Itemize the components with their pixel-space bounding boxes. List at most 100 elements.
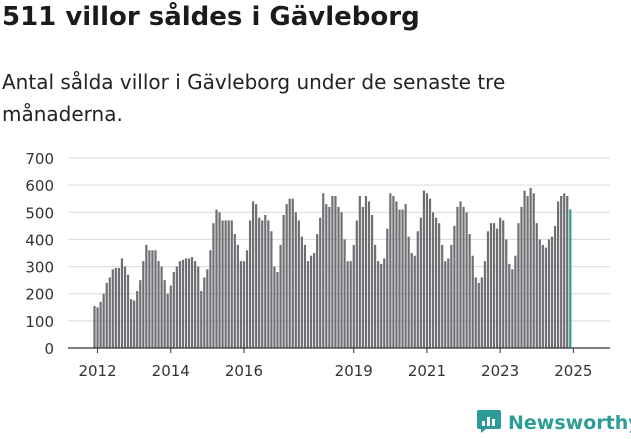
bar (294, 212, 297, 348)
bar (285, 204, 288, 348)
bar (401, 209, 404, 348)
bar (419, 217, 422, 348)
bar (358, 196, 361, 348)
bar (126, 274, 130, 348)
y-tick-label: 400 (25, 231, 54, 249)
bar (331, 196, 334, 348)
bar (377, 261, 380, 348)
bar (526, 196, 529, 348)
bar-latest (569, 209, 572, 348)
bar (276, 272, 279, 348)
bar (306, 261, 310, 348)
bar (471, 255, 474, 348)
bar (255, 204, 258, 348)
bar (538, 239, 541, 348)
bar (523, 190, 526, 348)
chart-title: 511 villor såldes i Gävleborg (2, 2, 420, 32)
bar (178, 261, 181, 348)
bar (273, 266, 276, 348)
bar-chart: 0 100 200 300 400 500 600 700 2012 2014 2016 2019 20… (25, 140, 610, 380)
bar (258, 217, 261, 348)
bar (187, 258, 191, 348)
bar (96, 307, 99, 348)
bar (130, 299, 133, 348)
bar (428, 198, 432, 348)
bar (160, 266, 163, 348)
bar (425, 193, 429, 348)
bar (499, 217, 502, 348)
bar (224, 220, 227, 348)
bar (383, 258, 386, 348)
bar (230, 220, 233, 348)
bar (114, 267, 117, 348)
bar (541, 244, 544, 348)
bar (352, 244, 355, 348)
bar (459, 201, 462, 348)
x-tick-label: 2016 (225, 362, 263, 380)
bar (291, 198, 294, 348)
latest-value-label: 511 (574, 140, 603, 144)
bar (267, 220, 270, 348)
bar (508, 263, 511, 348)
bar (300, 236, 303, 348)
bar (465, 212, 468, 348)
bar (239, 261, 242, 348)
bar (462, 206, 465, 348)
bar (361, 206, 364, 348)
newsworthy-brand[interactable]: Newsworthy (476, 407, 631, 439)
bar (474, 277, 477, 348)
bar (486, 231, 490, 348)
bar (248, 220, 252, 348)
axis-layer: 0 100 200 300 400 500 600 700 2012 2014 2016 2019 20… (25, 140, 610, 380)
bar (435, 217, 438, 348)
bar (340, 212, 343, 348)
bar (453, 225, 456, 348)
bar (200, 291, 203, 348)
y-tick-label: 100 (25, 313, 54, 331)
y-tick-label: 700 (25, 150, 54, 168)
bar (212, 223, 215, 348)
bar (480, 277, 483, 348)
bar (142, 261, 145, 348)
bar (102, 293, 105, 348)
bar (328, 206, 331, 348)
bar (209, 250, 212, 348)
bar (380, 263, 383, 348)
bar (431, 212, 435, 348)
bar (288, 198, 291, 348)
chart-subtitle: Antal sålda villor i Gävleborg under de … (2, 70, 506, 126)
bar (252, 201, 255, 348)
bar (511, 269, 514, 348)
y-tick-label: 300 (25, 259, 54, 277)
bar (148, 250, 151, 348)
bar (166, 293, 169, 348)
bar (398, 209, 401, 348)
bar (242, 261, 246, 348)
bar (236, 244, 239, 348)
bar (105, 282, 108, 348)
x-tick-label: 2021 (408, 362, 446, 380)
bar (316, 234, 319, 348)
bar (450, 244, 453, 348)
bar (175, 266, 178, 348)
bar (163, 280, 166, 348)
bar (133, 300, 136, 348)
y-tick-label: 600 (25, 177, 54, 195)
bar (120, 258, 124, 348)
bar (392, 196, 395, 348)
bar (322, 193, 325, 348)
brand-name: Newsworthy (508, 412, 631, 434)
bar (505, 239, 508, 348)
bar (261, 220, 264, 348)
bar (560, 196, 563, 348)
bar (468, 234, 471, 348)
bar (404, 204, 407, 348)
bar (93, 305, 96, 348)
bar (270, 231, 273, 348)
bar (566, 196, 569, 348)
bar (550, 236, 554, 348)
bar (529, 187, 532, 348)
bar (395, 201, 398, 348)
x-tick-label: 2014 (152, 362, 190, 380)
bar (319, 217, 322, 348)
